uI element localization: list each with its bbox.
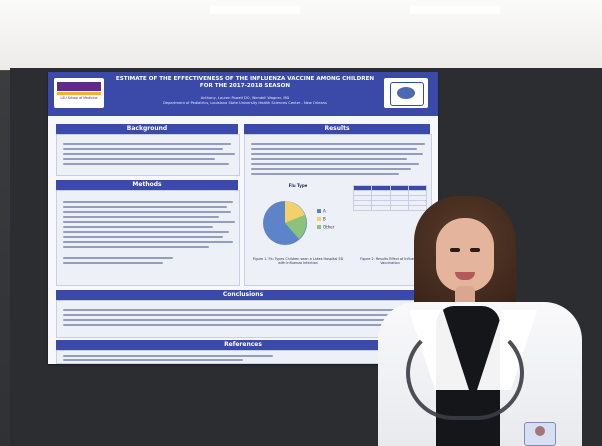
poster-affiliation-line: Department of Pediatrics, Louisiana Stat… <box>163 101 327 105</box>
legend-swatch-a <box>317 209 321 213</box>
text-line <box>63 236 223 238</box>
poster-title: ESTIMATE OF THE EFFECTIVENESS OF THE INF… <box>115 76 375 89</box>
figure-2-caption: Figure 2. Results Effect of Influenza Va… <box>360 257 420 265</box>
text-line <box>63 262 163 264</box>
text-line <box>63 221 235 223</box>
ceiling-light <box>210 6 300 14</box>
presenter-smile <box>455 272 475 280</box>
text-line <box>63 211 231 213</box>
text-line <box>251 148 417 150</box>
lsu-logo-stripe <box>57 92 101 95</box>
text-line <box>251 173 399 175</box>
figure-1-caption: Figure 1. Flu Types Children seen a Lake… <box>252 257 344 265</box>
pie-chart-title: Flu Type <box>288 183 308 188</box>
references-box <box>56 350 432 364</box>
text-line <box>63 163 229 165</box>
text-line <box>251 168 411 170</box>
section-background: Background <box>56 124 238 134</box>
text-line <box>63 314 411 316</box>
presenter-person <box>378 170 602 446</box>
text-line <box>251 163 419 165</box>
text-line <box>251 143 425 145</box>
text-line <box>63 158 215 160</box>
legend-label-a: A <box>323 209 326 214</box>
text-line <box>251 158 407 160</box>
presenter-face <box>436 218 494 292</box>
presenter-eye-left <box>450 248 460 252</box>
hospital-seal <box>390 82 424 106</box>
text-line <box>63 324 383 326</box>
presenter-eye-right <box>470 248 480 252</box>
legend-swatch-other <box>317 225 321 229</box>
ceiling <box>0 0 602 70</box>
legend-label-other: Other <box>323 225 335 230</box>
pie-slice-b <box>285 201 305 223</box>
results-table <box>352 185 428 211</box>
pie-slice-other <box>285 215 307 239</box>
poster-authors: Anthony, Lauren Powell DO, Wendell Wagne… <box>110 96 380 106</box>
ceiling-light <box>410 6 500 14</box>
section-results: Results <box>244 124 430 134</box>
text-line <box>63 319 425 321</box>
section-references: References <box>56 340 430 350</box>
lsu-logo: LSU School of Medicine <box>54 78 104 108</box>
lsu-logo-band <box>57 82 101 91</box>
text-line <box>63 359 243 361</box>
id-badge <box>524 422 556 446</box>
text-line <box>63 257 173 259</box>
table-row <box>352 205 428 211</box>
text-line <box>63 143 231 145</box>
text-line <box>63 355 273 357</box>
methods-box <box>56 190 240 286</box>
text-line <box>63 226 213 228</box>
background-box <box>56 134 240 176</box>
text-line <box>63 206 227 208</box>
text-line <box>63 201 233 203</box>
legend-swatch-b <box>317 217 321 221</box>
section-methods: Methods <box>56 180 238 190</box>
legend-label-b: B <box>323 217 326 222</box>
poster-authors-line: Anthony, Lauren Powell DO, Wendell Wagne… <box>200 96 290 100</box>
lsu-logo-text: LSU School of Medicine <box>60 96 98 100</box>
text-line <box>63 241 233 243</box>
conclusions-box <box>56 300 432 338</box>
poster-header: LSU School of Medicine ESTIMATE OF THE E… <box>48 72 438 116</box>
text-line <box>63 231 229 233</box>
text-line <box>63 148 223 150</box>
hospital-logo <box>384 78 428 108</box>
stethoscope <box>406 326 524 420</box>
text-line <box>251 153 423 155</box>
section-conclusions: Conclusions <box>56 290 430 300</box>
pie-chart: A B Other <box>263 201 335 245</box>
text-line <box>63 216 219 218</box>
results-box: Flu Type A B Other Figure 1. Flu Types C… <box>244 134 432 286</box>
text-line <box>63 153 235 155</box>
research-poster: LSU School of Medicine ESTIMATE OF THE E… <box>48 72 438 364</box>
text-line <box>63 246 209 248</box>
text-line <box>63 309 423 311</box>
